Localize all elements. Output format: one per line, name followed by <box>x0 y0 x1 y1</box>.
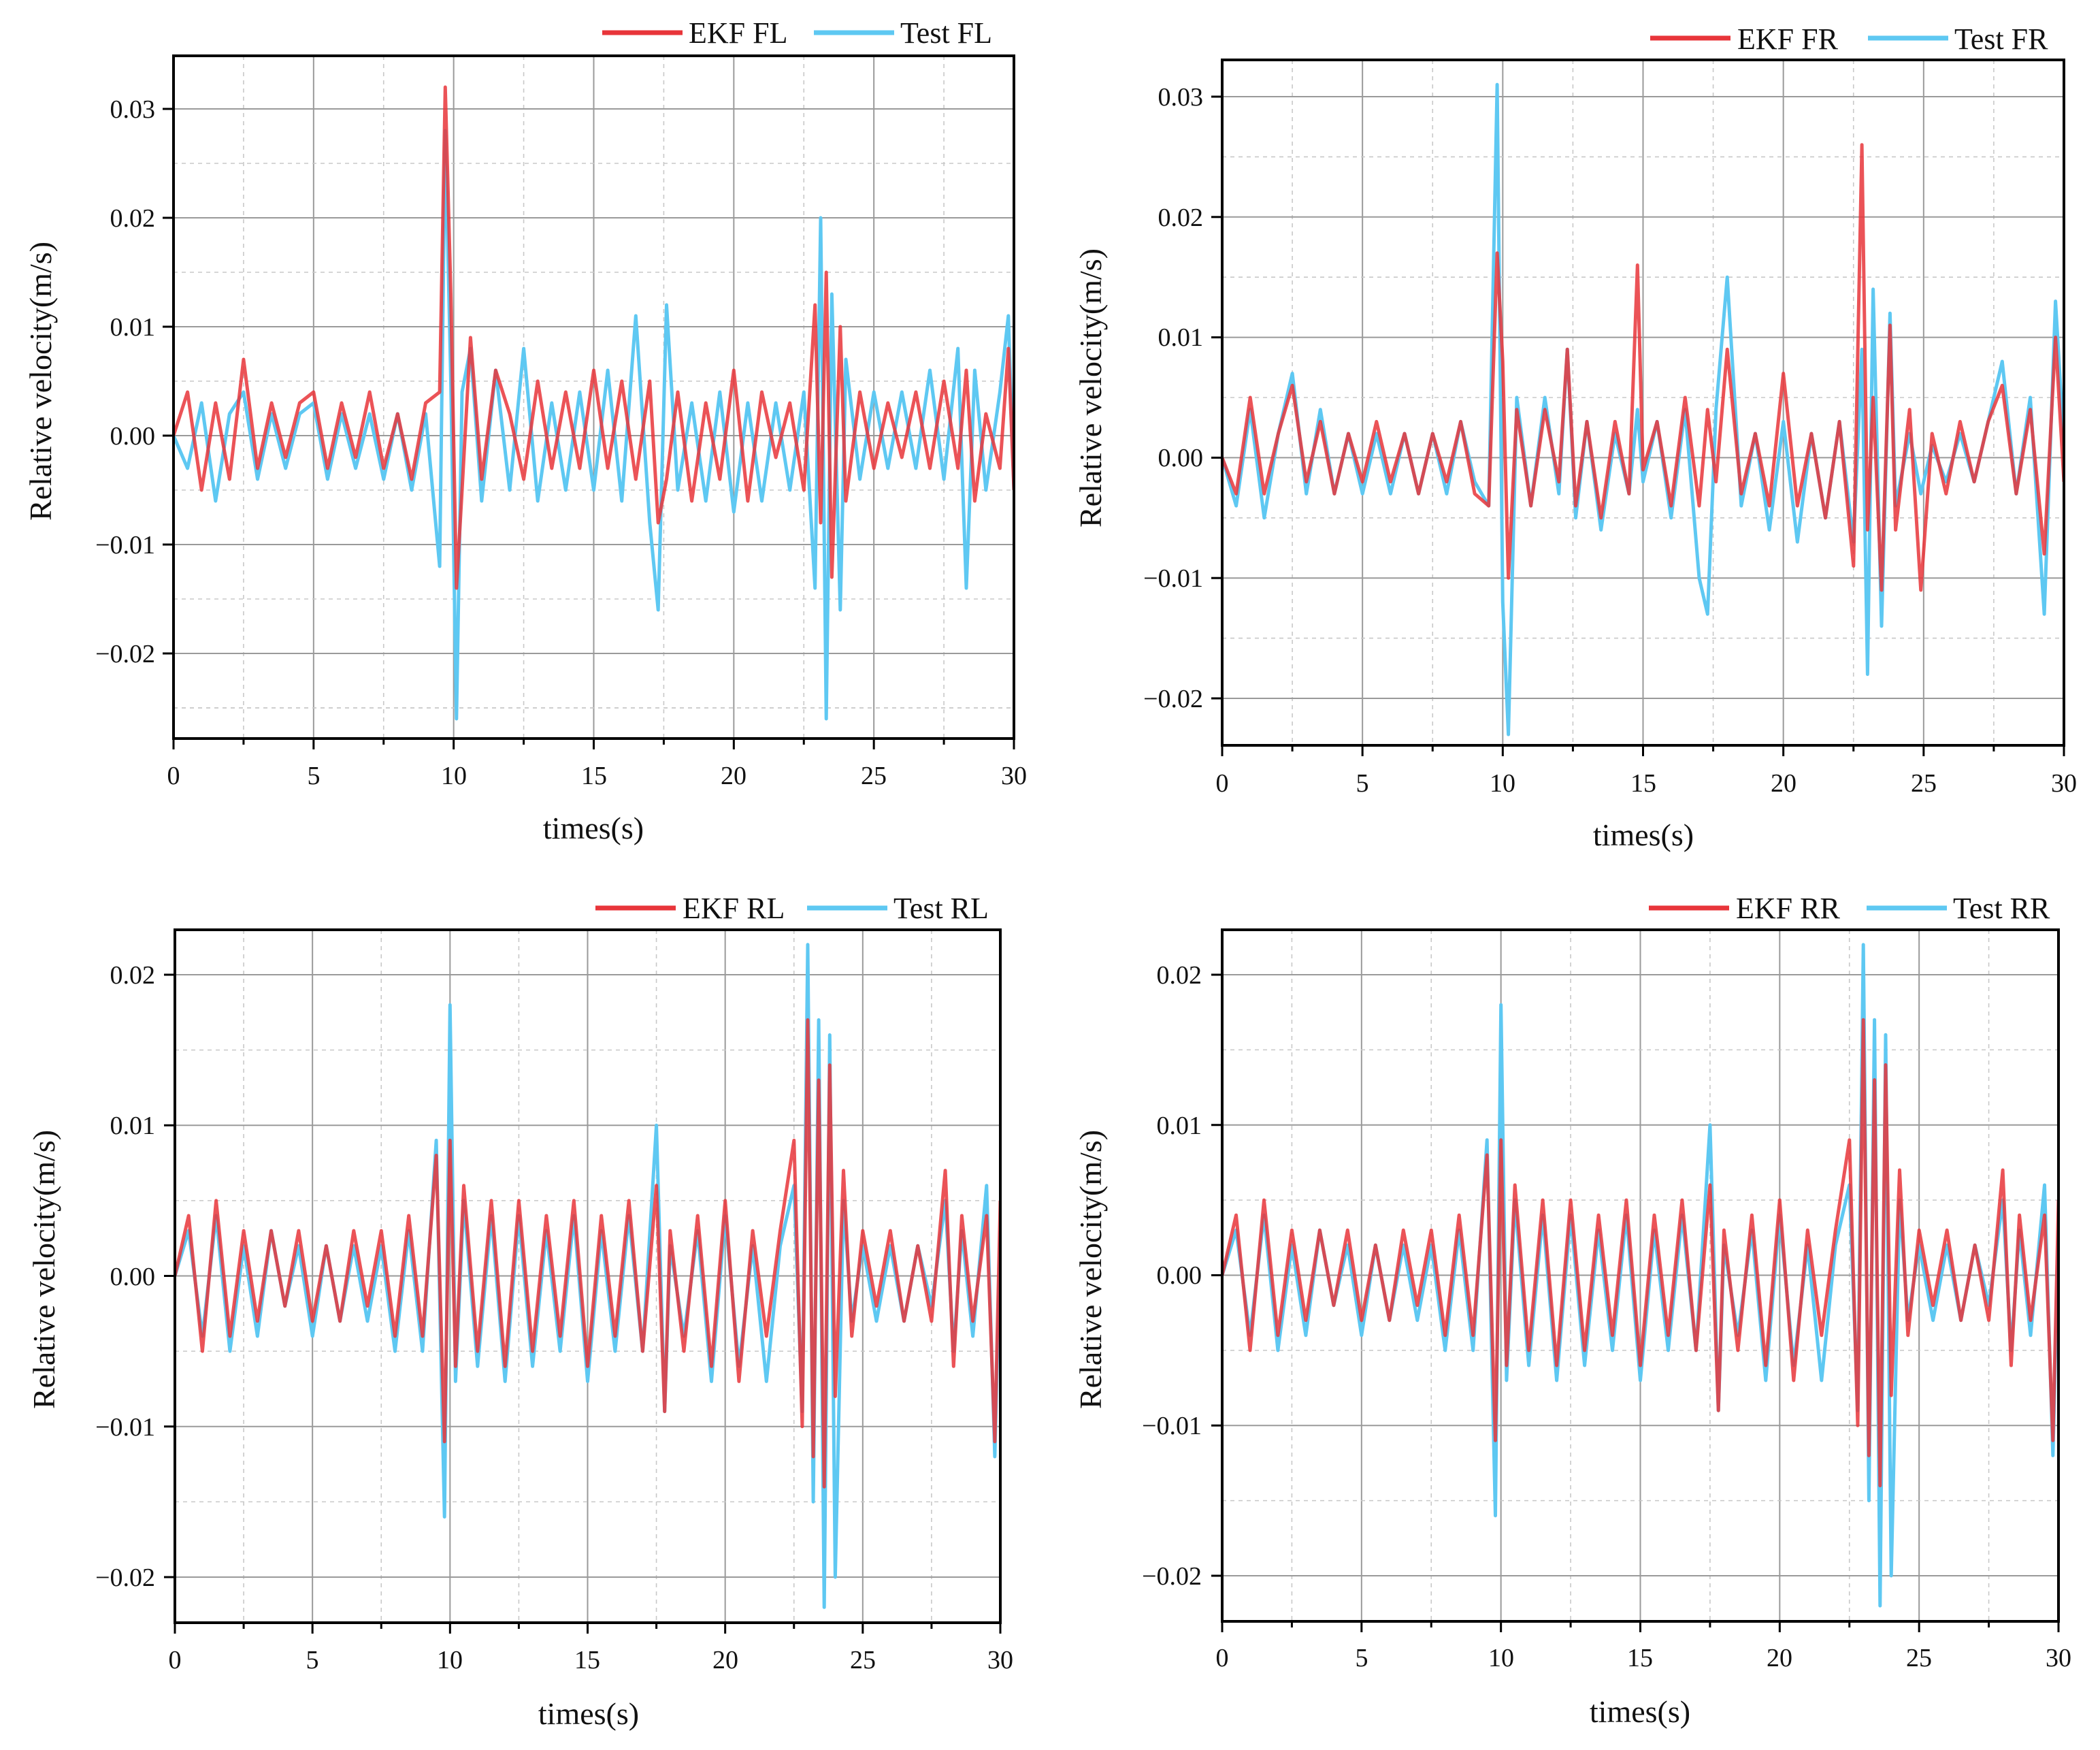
panel-fl-ylabel: Relative velocity(m/s) <box>23 242 58 521</box>
panel-rr-xtick-label: 5 <box>1356 1644 1368 1672</box>
panel-fl-xtick-label: 5 <box>308 762 321 790</box>
panel-rl-xtick-label: 15 <box>574 1646 600 1674</box>
panel-fr-ticks <box>1211 95 2065 756</box>
panel-rr-legend-test-label: Test RR <box>1953 892 2050 925</box>
panel-fr-ylabel: Relative velocity(m/s) <box>1073 248 1108 528</box>
panel-fl-legend: EKF FL Test FL <box>602 16 992 50</box>
panel-rr-xtick-label: 20 <box>1767 1644 1792 1672</box>
panel-rl-yticklabels: 0.02 0.01 0.00 −0.01 −0.02 <box>95 961 155 1592</box>
panel-fr-legend: EKF FR Test FR <box>1650 22 2048 56</box>
panel-rr-ytick-label: −0.02 <box>1142 1562 1202 1591</box>
panel-rl-ytick-label: 0.02 <box>110 961 156 990</box>
panel-rr-xtick-label: 15 <box>1627 1644 1653 1672</box>
panel-fl-legend-test-label: Test FL <box>900 16 992 50</box>
panel-fr-ytick-label: −0.02 <box>1143 685 1203 713</box>
panel-rl-xtick-label: 20 <box>712 1646 738 1674</box>
panel-fl-ytick-label: 0.01 <box>110 313 156 342</box>
panel-rr-ytick-label: −0.01 <box>1142 1412 1202 1440</box>
panel-fr-legend-test-label: Test FR <box>1954 22 2048 56</box>
panel-fl-xtick-label: 30 <box>1001 762 1027 790</box>
panel-fr-yticklabels: 0.03 0.02 0.01 0.00 −0.01 −0.02 <box>1143 83 1203 713</box>
panel-fl-xtick-label: 10 <box>441 762 467 790</box>
panel-fl-xtick-label: 25 <box>861 762 887 790</box>
panel-rr-xtick-label: 0 <box>1216 1644 1229 1672</box>
panel-rl-ytick-label: −0.01 <box>95 1413 155 1442</box>
panel-rl-xtick-label: 0 <box>169 1646 182 1674</box>
panel-rl-ytick-label: 0.00 <box>110 1263 156 1291</box>
panel-fr-xtick-label: 30 <box>2051 769 2077 798</box>
panel-fr-ekf-series-line <box>1222 143 2064 592</box>
panel-rr-ylabel: Relative velocity(m/s) <box>1073 1130 1108 1409</box>
panel-rl-xtick-label: 5 <box>306 1646 319 1674</box>
panel-fr-legend-ekf-label: EKF FR <box>1737 22 1839 56</box>
panel-rl-ytick-label: −0.02 <box>95 1563 155 1592</box>
panel-rl-ekf-series-line <box>175 1018 1000 1489</box>
panel-fr-xtick-label: 10 <box>1490 769 1515 798</box>
panel-fr-ytick-label: 0.00 <box>1158 444 1204 472</box>
panel-fl-ekf-series-line <box>174 85 1014 590</box>
panel-fl-ytick-label: 0.00 <box>110 422 156 451</box>
panel-fl-yticklabels: 0.03 0.02 0.01 0.00 −0.01 −0.02 <box>95 95 155 668</box>
panel-fl-ytick-label: 0.03 <box>110 95 156 124</box>
panel-fr-xtick-label: 20 <box>1771 769 1797 798</box>
panel-rr-xlabel: times(s) <box>1590 1694 1690 1729</box>
panel-rl: 0.02 0.01 0.00 −0.01 −0.02 0 5 10 15 20 … <box>27 892 1013 1731</box>
panel-rl-legend: EKF RL Test RL <box>595 892 989 925</box>
panel-fr-ytick-label: 0.02 <box>1158 204 1204 232</box>
panel-rr-legend: EKF RR Test RR <box>1649 892 2050 925</box>
panel-fr-grid <box>1222 60 2064 745</box>
panel-rl-xtick-label: 25 <box>850 1646 876 1674</box>
panel-rl-xtick-label: 10 <box>437 1646 463 1674</box>
panel-fl-xlabel: times(s) <box>543 811 644 845</box>
panel-rl-grid <box>175 930 1000 1623</box>
panel-fr-ytick-label: 0.03 <box>1158 83 1204 112</box>
panel-fl-ytick-label: 0.02 <box>110 204 156 233</box>
panel-rl-series <box>175 943 1000 1609</box>
panel-fr-ytick-label: −0.01 <box>1143 564 1203 593</box>
panel-fr-ytick-label: 0.01 <box>1158 323 1204 352</box>
panel-fl-series <box>174 85 1014 721</box>
panel-fl-xtick-label: 15 <box>581 762 607 790</box>
panel-rr-ekf-series-line <box>1222 1018 2058 1488</box>
panel-rr-xtick-label: 10 <box>1488 1644 1514 1672</box>
panel-fr: 0.03 0.02 0.01 0.00 −0.01 −0.02 0 5 10 1… <box>1073 22 2077 852</box>
panel-fl-xtick-label: 20 <box>721 762 747 790</box>
panel-rl-xlabel: times(s) <box>538 1696 639 1731</box>
panel-fl-xticklabels: 0 5 10 15 20 25 30 <box>167 762 1028 790</box>
panel-rr-yticklabels: 0.02 0.01 0.00 −0.01 −0.02 <box>1142 961 1202 1591</box>
panel-fr-xtick-label: 15 <box>1630 769 1656 798</box>
panel-fl-ytick-label: −0.01 <box>95 531 155 560</box>
panel-rl-ticks <box>164 973 1002 1634</box>
panel-rl-xtick-label: 30 <box>987 1646 1013 1674</box>
panel-rl-legend-test-label: Test RL <box>893 892 989 925</box>
panel-rr-ticks <box>1211 973 2060 1632</box>
panel-rr-xtick-label: 30 <box>2046 1644 2071 1672</box>
panel-fr-xtick-label: 0 <box>1216 769 1229 798</box>
panel-fl-ticks <box>163 108 1015 749</box>
panel-rr-series <box>1222 943 2058 1608</box>
panel-rl-ylabel: Relative velocity(m/s) <box>27 1130 61 1409</box>
panel-fl-xtick-label: 0 <box>167 762 180 790</box>
panel-rr-ytick-label: 0.01 <box>1157 1112 1202 1140</box>
panel-fr-xlabel: times(s) <box>1593 817 1694 852</box>
panel-rr-ytick-label: 0.02 <box>1157 961 1202 990</box>
panel-rl-ytick-label: 0.01 <box>110 1112 156 1140</box>
panel-fr-xticklabels: 0 5 10 15 20 25 30 <box>1216 769 2078 798</box>
panel-rl-legend-ekf-label: EKF RL <box>683 892 785 925</box>
panel-rr-legend-ekf-label: EKF RR <box>1736 892 1840 925</box>
panel-rr-xtick-label: 25 <box>1906 1644 1932 1672</box>
panel-fr-xtick-label: 5 <box>1356 769 1369 798</box>
panel-rr-ytick-label: 0.00 <box>1157 1261 1202 1290</box>
panel-fl-legend-ekf-label: EKF FL <box>689 16 787 50</box>
panel-rr: 0.02 0.01 0.00 −0.01 −0.02 0 5 10 15 20 … <box>1073 892 2071 1729</box>
panel-fr-xtick-label: 25 <box>1911 769 1937 798</box>
panel-rr-xticklabels: 0 5 10 15 20 25 30 <box>1216 1644 2072 1672</box>
panel-fr-series <box>1222 82 2064 736</box>
panel-fl-ytick-label: −0.02 <box>95 640 155 668</box>
panel-rl-xticklabels: 0 5 10 15 20 25 30 <box>169 1646 1014 1674</box>
panel-fl: 0.03 0.02 0.01 0.00 −0.01 −0.02 0 5 10 1… <box>23 16 1027 845</box>
